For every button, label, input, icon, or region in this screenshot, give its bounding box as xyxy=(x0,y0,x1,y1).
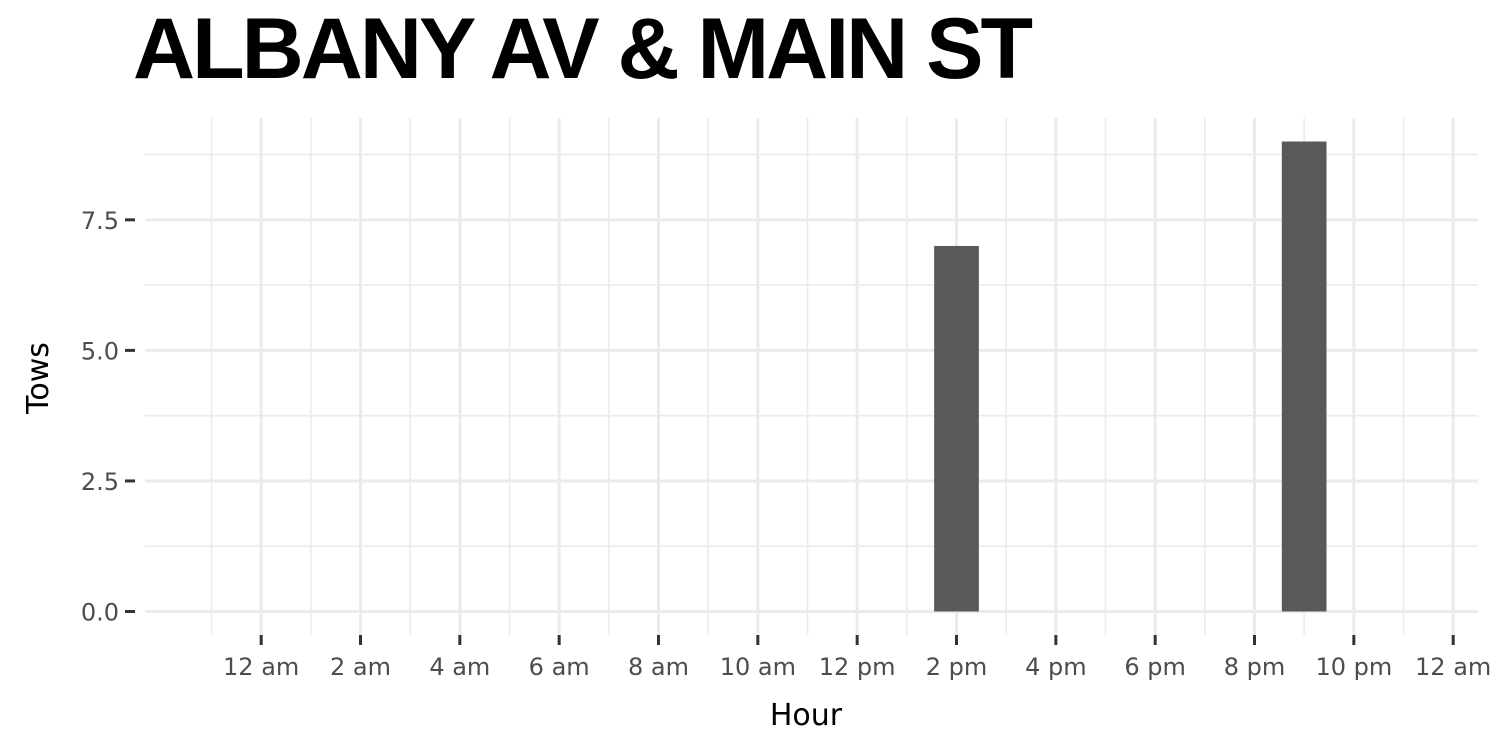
x-tick-label: 8 am xyxy=(628,653,689,681)
y-tick-label: 7.5 xyxy=(81,207,119,235)
y-tick-label: 0.0 xyxy=(81,599,119,627)
x-tick-label: 2 pm xyxy=(926,653,988,681)
bars xyxy=(934,141,1327,612)
x-tick-label: 12 pm xyxy=(819,653,896,681)
x-tick-label: 10 pm xyxy=(1315,653,1392,681)
x-tick-label: 6 pm xyxy=(1124,653,1186,681)
y-axis-title: Tows xyxy=(21,342,56,415)
x-tick-label: 12 am xyxy=(223,653,299,681)
y-tick-label: 5.0 xyxy=(81,337,119,365)
x-tick-label: 8 pm xyxy=(1224,653,1286,681)
x-tick-label: 4 pm xyxy=(1025,653,1087,681)
x-tick-label: 2 am xyxy=(330,653,391,681)
chart-title: ALBANY AV & MAIN ST xyxy=(133,1,1033,97)
x-tick-label: 6 am xyxy=(529,653,590,681)
x-tick-label: 12 am xyxy=(1415,653,1491,681)
y-tick-label: 2.5 xyxy=(81,468,119,496)
bar xyxy=(1281,141,1327,612)
bar xyxy=(934,245,979,612)
x-tick-label: 4 am xyxy=(429,653,490,681)
x-axis-title: Hour xyxy=(770,698,843,733)
x-tick-label: 10 am xyxy=(720,653,796,681)
axes: 12 am 2 am 4 am 6 am 8 am 10 am 12 pm 2 pm 4 pm 6… xyxy=(81,207,1491,681)
